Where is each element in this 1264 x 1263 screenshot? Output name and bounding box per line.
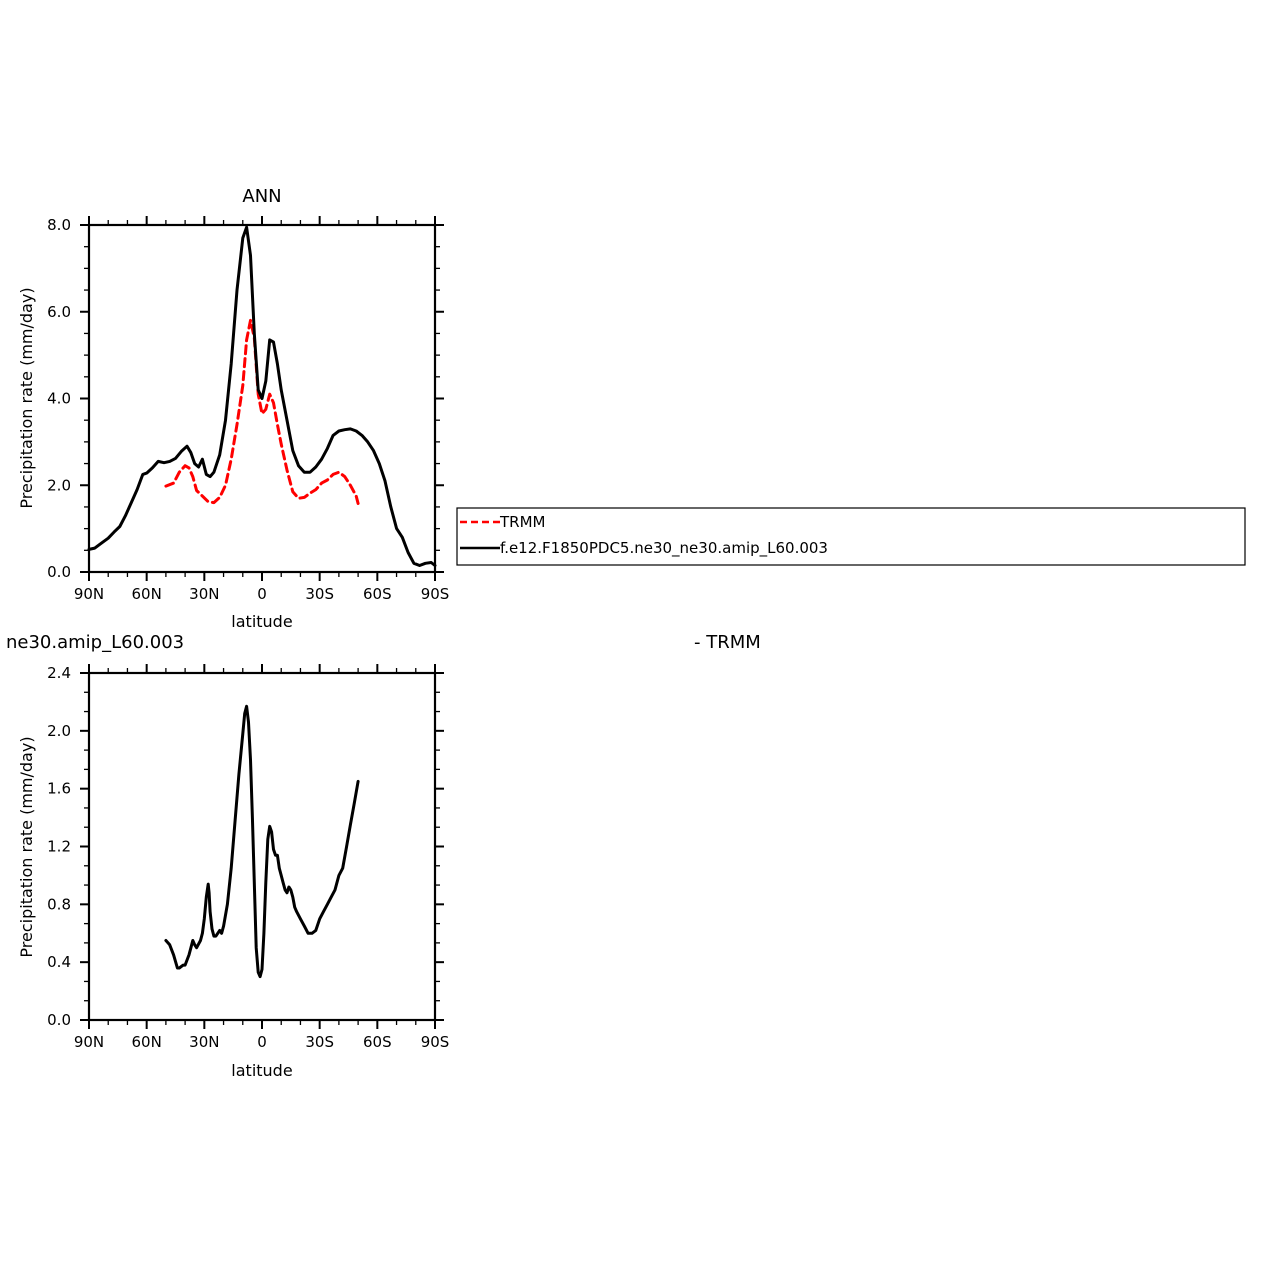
chart-subtitle: - TRMM <box>694 632 761 653</box>
y-tick-label: 0.4 <box>47 953 71 971</box>
x-tick-label: 90S <box>421 1033 450 1051</box>
x-tick-label: 30N <box>189 585 219 603</box>
x-tick-label: 60S <box>363 1033 392 1051</box>
legend: TRMM f.e12.F1850PDC5.ne30_ne30.amip_L60.… <box>456 507 1246 566</box>
y-tick-label: 2.0 <box>47 476 71 494</box>
y-axis-label: Precipitation rate (mm/day) <box>17 736 36 957</box>
x-axis-label: latitude <box>231 612 292 631</box>
y-tick-label: 2.0 <box>47 722 71 740</box>
x-tick-label: 30S <box>305 585 334 603</box>
x-tick-label: 30N <box>189 1033 219 1051</box>
y-tick-label: 6.0 <box>47 303 71 321</box>
y-tick-label: 0.0 <box>47 1011 71 1029</box>
series-line-difference <box>164 704 360 979</box>
x-tick-label: 0 <box>257 585 267 603</box>
x-tick-label: 90S <box>421 585 450 603</box>
y-tick-label: 1.2 <box>47 838 71 856</box>
y-tick-label: 8.0 <box>47 216 71 234</box>
y-tick-label: 4.0 <box>47 390 71 408</box>
legend-label-trmm: TRMM <box>499 513 545 531</box>
series-line-trmm <box>164 318 360 505</box>
chart-title: ne30.amip_L60.003 <box>6 632 184 653</box>
bottom-chart: ne30.amip_L60.003 - TRMM 90N 60N 30N 0 30S 60… <box>6 632 761 1080</box>
x-tick-label: 60N <box>132 1033 162 1051</box>
y-axis-label: Precipitation rate (mm/day) <box>17 287 36 508</box>
top-chart: ANN 90N 60N 30N 0 30S 60S 90S 0.0 2.0 4.0 6.0 8.0 l… <box>17 186 1246 631</box>
x-tick-label: 90N <box>74 585 104 603</box>
x-tick-label: 90N <box>74 1033 104 1051</box>
series-line-model <box>87 225 437 567</box>
x-tick-label: 60S <box>363 585 392 603</box>
x-tick-label: 30S <box>305 1033 334 1051</box>
x-tick-label: 60N <box>132 585 162 603</box>
x-tick-label: 0 <box>257 1033 267 1051</box>
chart-title: ANN <box>242 186 281 207</box>
y-tick-label: 2.4 <box>47 664 71 682</box>
y-tick-label: 0.0 <box>47 563 71 581</box>
x-axis-label: latitude <box>231 1061 292 1080</box>
y-tick-label: 1.6 <box>47 780 71 798</box>
legend-label-model: f.e12.F1850PDC5.ne30_ne30.amip_L60.003 <box>500 539 828 558</box>
plot-area: 90N 60N 30N 0 30S 60S 90S 0.0 2.0 4.0 6.0 8.0 <box>47 216 449 603</box>
y-tick-label: 0.8 <box>47 895 71 913</box>
legend-box <box>456 507 1246 566</box>
plot-area: 90N 60N 30N 0 30S 60S 90S 0.0 0.4 0.8 1.2 1.6 2.0 2.4 <box>47 664 449 1051</box>
